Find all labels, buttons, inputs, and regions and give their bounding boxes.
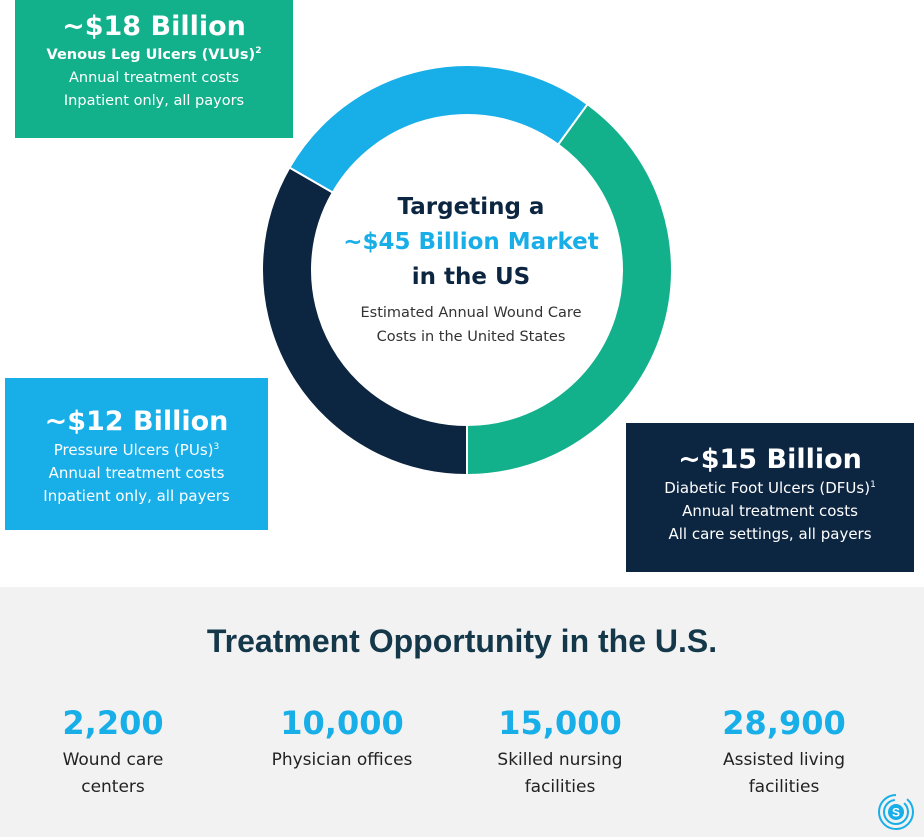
stat-label-line-1: Wound care bbox=[62, 750, 164, 770]
stat-number: 10,000 bbox=[280, 704, 404, 742]
dfu-label: Diabetic Foot Ulcers (DFUs) bbox=[664, 479, 871, 497]
pu-amount: ~$12 Billion bbox=[44, 406, 229, 437]
pu-label-line: Pressure Ulcers (PUs)3 bbox=[5, 439, 268, 462]
center-market-total: ~$45 Billion Market bbox=[343, 229, 599, 255]
donut-slice-pu bbox=[288, 64, 589, 194]
stat-label: Assisted living facilities bbox=[684, 747, 884, 801]
vlu-label: Venous Leg Ulcers (VLUs) bbox=[46, 47, 256, 63]
stat-label: Wound care centers bbox=[13, 747, 213, 801]
treatment-opportunity-panel: Treatment Opportunity in the U.S. 2,200 … bbox=[0, 587, 924, 837]
svg-text:S: S bbox=[892, 806, 900, 820]
stat-label: Skilled nursing facilities bbox=[460, 747, 660, 801]
stat-number: 28,900 bbox=[722, 704, 846, 742]
opportunity-title: Treatment Opportunity in the U.S. bbox=[206, 623, 718, 659]
center-subtitle-line-1: Estimated Annual Wound Care bbox=[360, 305, 582, 321]
dfu-line-2: Annual treatment costs bbox=[682, 502, 858, 520]
vlu-line-3: Inpatient only, all payors bbox=[63, 93, 245, 109]
pu-label: Pressure Ulcers (PUs) bbox=[53, 441, 214, 459]
dfu-amount: ~$15 Billion bbox=[678, 444, 862, 475]
stat-label-line-2: facilities bbox=[748, 777, 820, 797]
stat-label-line-2: centers bbox=[81, 777, 145, 797]
stat-physician-offices: 10,000 Physician offices bbox=[242, 703, 442, 774]
stat-assisted-living: 28,900 Assisted living facilities bbox=[684, 703, 884, 801]
center-subtitle-line-2: Costs in the United States bbox=[376, 329, 566, 345]
dfu-label-line: Diabetic Foot Ulcers (DFUs)1 bbox=[626, 477, 914, 500]
pu-footnote-ref: 3 bbox=[213, 442, 220, 452]
vlu-footnote-ref: 2 bbox=[255, 46, 262, 57]
vlu-callout-box: ~$18 Billion Venous Leg Ulcers (VLUs)2 A… bbox=[15, 0, 293, 138]
stat-number: 15,000 bbox=[498, 704, 622, 742]
donut-slice-vlu bbox=[466, 102, 673, 477]
pu-line-3: Inpatient only, all payers bbox=[43, 487, 230, 505]
company-logo-icon: S bbox=[878, 794, 914, 830]
center-line-1: Targeting a bbox=[397, 194, 545, 220]
stat-label: Physician offices bbox=[242, 747, 442, 774]
center-line-3: in the US bbox=[411, 264, 531, 290]
vlu-line-2: Annual treatment costs bbox=[69, 70, 239, 86]
pu-callout-box: ~$12 Billion Pressure Ulcers (PUs)3 Annu… bbox=[5, 378, 268, 530]
market-donut-chart bbox=[261, 64, 673, 477]
dfu-footnote-ref: 1 bbox=[870, 480, 876, 490]
stat-label-line-1: Physician offices bbox=[271, 750, 413, 770]
center-subtitle: Estimated Annual Wound Care Costs in the… bbox=[320, 301, 622, 349]
stat-label-line-2: facilities bbox=[524, 777, 596, 797]
pu-line-2: Annual treatment costs bbox=[48, 464, 225, 482]
stat-skilled-nursing: 15,000 Skilled nursing facilities bbox=[460, 703, 660, 801]
dfu-line-3: All care settings, all payers bbox=[668, 525, 872, 543]
vlu-amount: ~$18 Billion bbox=[62, 11, 246, 42]
stat-label-line-1: Skilled nursing bbox=[497, 750, 623, 770]
stat-label-line-1: Assisted living bbox=[722, 750, 846, 770]
stat-wound-care-centers: 2,200 Wound care centers bbox=[13, 703, 213, 801]
dfu-callout-box: ~$15 Billion Diabetic Foot Ulcers (DFUs)… bbox=[626, 423, 914, 572]
donut-center-text: Targeting a ~$45 Billion Market in the U… bbox=[320, 190, 622, 349]
stat-number: 2,200 bbox=[62, 704, 164, 742]
vlu-label-line: Venous Leg Ulcers (VLUs)2 bbox=[15, 44, 293, 67]
